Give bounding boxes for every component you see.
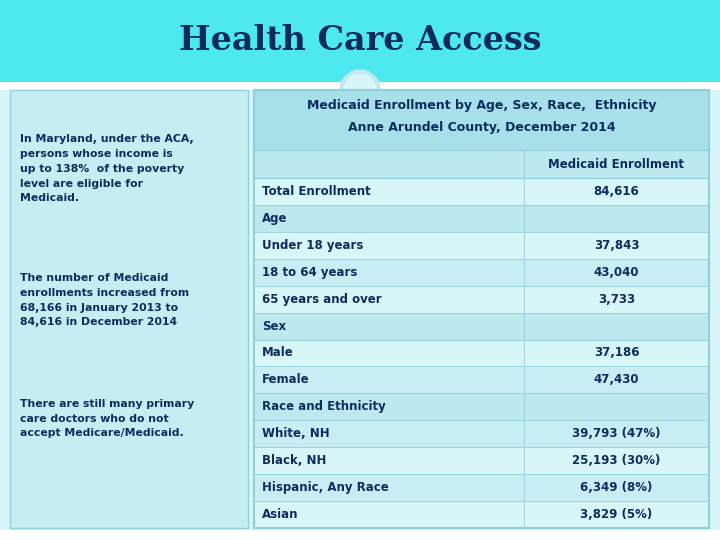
Text: Hispanic, Any Race: Hispanic, Any Race [262,481,389,494]
Text: Female: Female [262,374,310,387]
Text: Total Enrollment: Total Enrollment [262,185,371,198]
Bar [254,205,709,232]
Bar [254,150,709,178]
Bar [254,259,709,286]
Text: Male: Male [262,347,294,360]
Bar [254,286,709,313]
Bar [254,474,709,501]
Text: Medicaid Enrollment: Medicaid Enrollment [549,158,685,171]
Text: 47,430: 47,430 [594,374,639,387]
Bar [0,82,720,90]
Text: 37,186: 37,186 [594,347,639,360]
Bar [254,447,709,474]
Text: 3,733: 3,733 [598,293,635,306]
Bar [254,232,709,259]
Bar [0,82,720,540]
Text: Black, NH: Black, NH [262,454,326,467]
Text: Age: Age [262,212,287,225]
Bar [254,313,709,340]
Text: Medicaid Enrollment by Age, Sex, Race,  Ethnicity: Medicaid Enrollment by Age, Sex, Race, E… [307,99,656,112]
Bar [0,530,720,540]
Text: 65 years and over: 65 years and over [262,293,382,306]
Text: Race and Ethnicity: Race and Ethnicity [262,400,386,413]
Text: The number of Medicaid
enrollments increased from
68,166 in January 2013 to
84,6: The number of Medicaid enrollments incre… [20,273,189,327]
Text: Asian: Asian [262,508,299,521]
Bar [0,0,720,82]
Text: White, NH: White, NH [262,427,330,440]
Bar [254,420,709,447]
Text: Anne Arundel County, December 2014: Anne Arundel County, December 2014 [348,122,616,134]
Text: 25,193 (30%): 25,193 (30%) [572,454,661,467]
Bar [254,367,709,393]
Text: Sex: Sex [262,320,286,333]
Bar [10,90,248,528]
Text: Health Care Access: Health Care Access [179,24,541,57]
Text: Under 18 years: Under 18 years [262,239,364,252]
Bar [254,178,709,205]
Text: In Maryland, under the ACA,
persons whose income is
up to 138%  of the poverty
l: In Maryland, under the ACA, persons whos… [20,134,194,204]
Text: 6,349 (8%): 6,349 (8%) [580,481,653,494]
Text: 37,843: 37,843 [594,239,639,252]
Bar [254,90,709,528]
Text: 43,040: 43,040 [594,266,639,279]
Text: 84,616: 84,616 [593,185,639,198]
Text: 3,829 (5%): 3,829 (5%) [580,508,652,521]
Text: There are still many primary
care doctors who do not
accept Medicare/Medicaid.: There are still many primary care doctor… [20,399,194,438]
Circle shape [344,74,376,106]
Bar [254,90,709,528]
Text: 18 to 64 years: 18 to 64 years [262,266,357,279]
Bar [254,393,709,420]
Text: 39,793 (47%): 39,793 (47%) [572,427,661,440]
Bar [254,340,709,367]
Bar [254,501,709,528]
Bar [254,90,709,150]
Circle shape [340,70,380,110]
